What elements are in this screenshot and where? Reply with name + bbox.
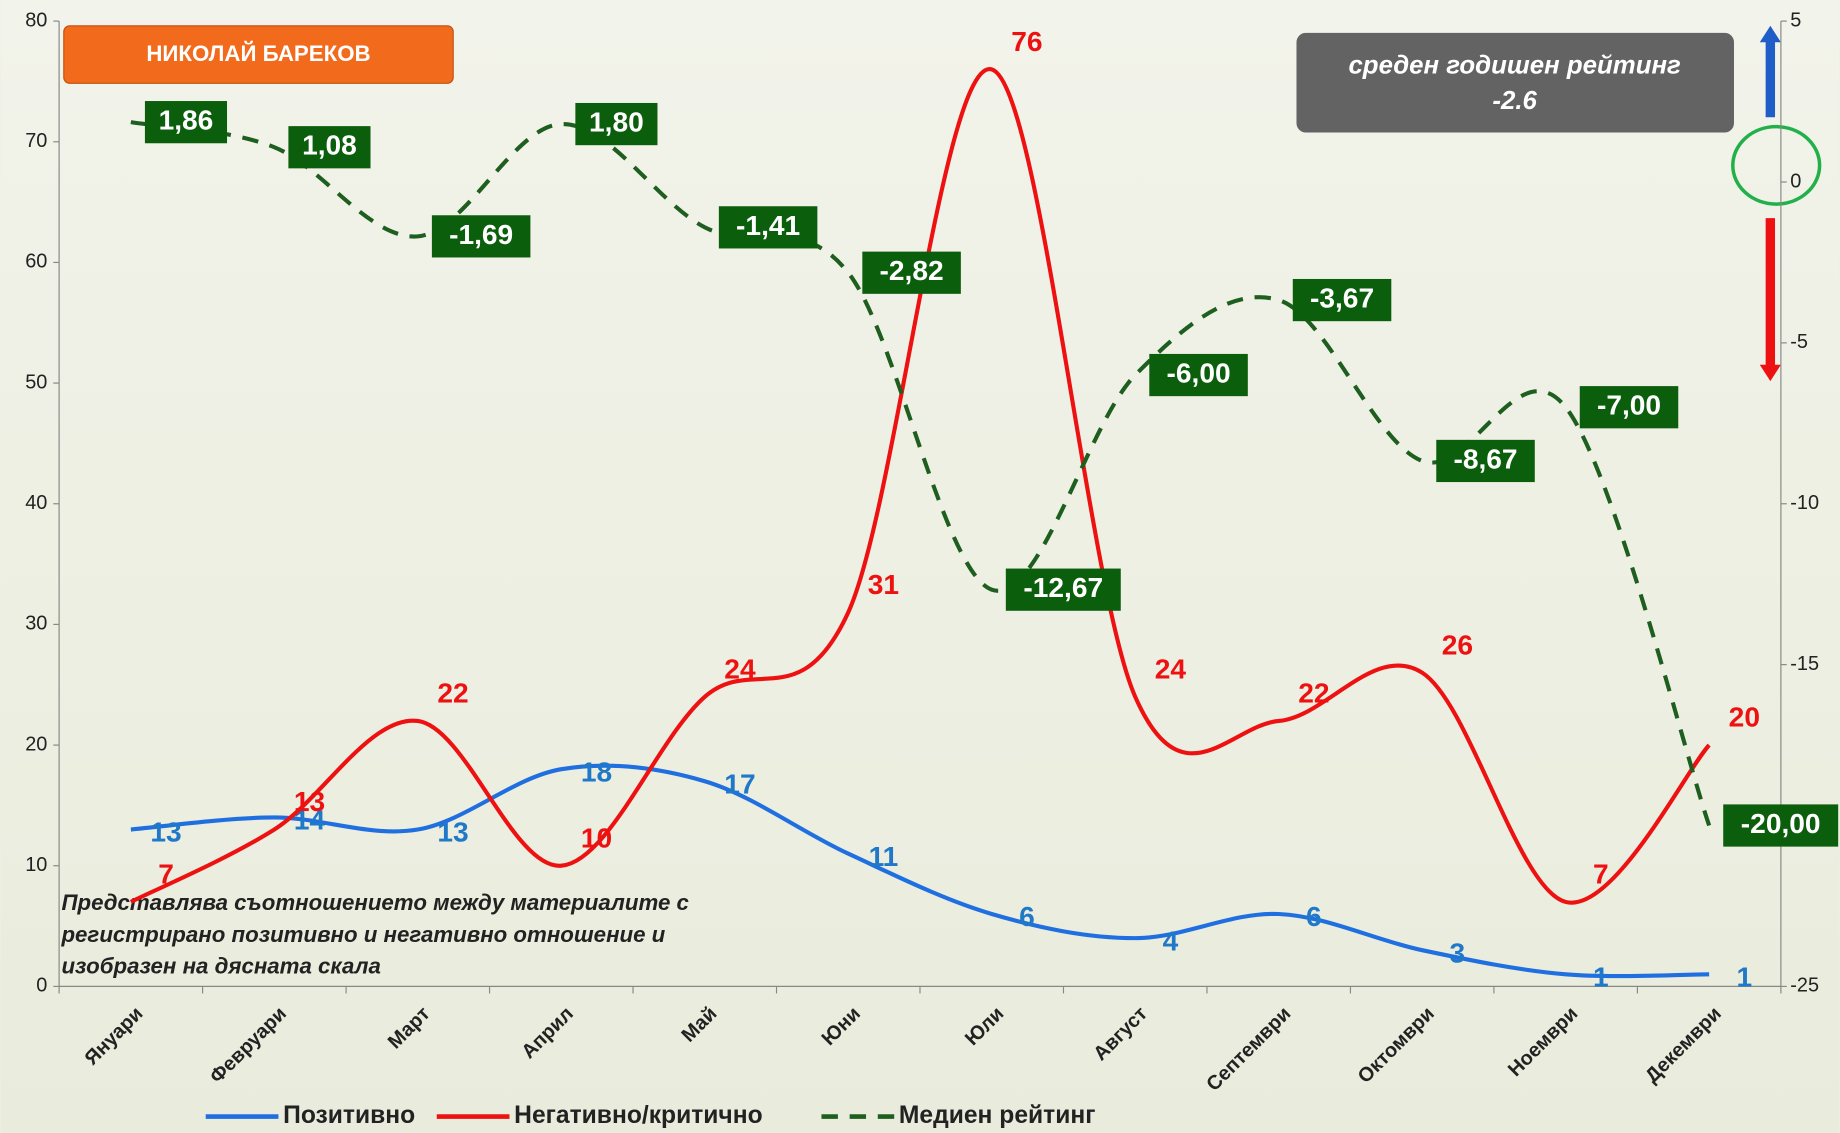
y2-tick-label: -10: [1790, 492, 1819, 514]
data-label: 26: [1442, 629, 1473, 660]
data-label: 1,80: [589, 107, 644, 138]
note-line: регистрирано позитивно и негативно отнош…: [60, 922, 665, 947]
data-label: 13: [150, 817, 181, 848]
series-line: [129, 67, 1711, 905]
chart-title: НИКОЛАЙ БАРЕКОВ: [146, 41, 370, 66]
data-label: 4: [1163, 925, 1179, 956]
title-box: [63, 25, 454, 84]
data-label: 10: [581, 822, 612, 853]
rating-box: [1296, 32, 1734, 133]
data-label: 18: [581, 756, 612, 787]
y-tick-label: 10: [25, 854, 47, 876]
data-label-box: [1436, 439, 1535, 483]
y-tick-label: 80: [25, 9, 47, 31]
legend-label: Негативно/критично: [514, 1102, 762, 1129]
data-label-box: [431, 215, 531, 258]
data-label: 7: [158, 859, 174, 890]
data-label: -3,67: [1310, 283, 1374, 314]
data-label: 31: [868, 569, 899, 600]
data-label-box: [1723, 804, 1839, 847]
note-line: Представлява съотношението между материа…: [61, 890, 689, 915]
data-label-box: [288, 126, 371, 169]
data-label: 24: [724, 653, 756, 684]
data-label: 6: [1306, 901, 1322, 932]
up-arrow: [1759, 25, 1781, 118]
y2-tick-label: -5: [1790, 331, 1808, 353]
series-line: [130, 763, 1710, 979]
data-label: 24: [1155, 653, 1187, 684]
data-label-box: [1149, 353, 1248, 397]
y-tick-label: 50: [25, 371, 47, 393]
data-label-box: [1292, 278, 1392, 322]
legend-label: Медиен рейтинг: [899, 1102, 1096, 1129]
y-tick-label: 70: [25, 130, 47, 152]
data-label: 1,86: [159, 105, 214, 136]
data-label: 3: [1450, 937, 1466, 968]
y-tick-label: 30: [25, 613, 47, 635]
y2-tick-label: 5: [1790, 9, 1801, 31]
data-label: 6: [1019, 901, 1035, 932]
data-label: -6,00: [1167, 357, 1231, 388]
y-tick-label: 60: [25, 251, 47, 273]
legend-label: Позитивно: [283, 1102, 415, 1129]
data-label: -7,00: [1597, 390, 1661, 421]
data-label: 20: [1729, 702, 1760, 733]
data-label-box: [1579, 386, 1679, 429]
data-label-box: [575, 102, 658, 146]
data-label-box: [144, 101, 228, 144]
y-tick-label: 20: [25, 733, 47, 755]
rating-value: -2.6: [1492, 87, 1537, 115]
data-label-box: [718, 206, 818, 249]
data-label: -1,41: [736, 210, 800, 241]
data-label: -2,82: [880, 255, 944, 286]
zero-circle: [1731, 124, 1822, 206]
y2-tick-label: -25: [1790, 975, 1819, 997]
data-label: 7: [1593, 859, 1609, 890]
y-tick-label: 0: [36, 975, 47, 997]
data-label: 22: [437, 678, 468, 709]
data-label: 76: [1011, 26, 1042, 57]
data-label: 22: [1298, 678, 1329, 709]
data-label: -12,67: [1023, 572, 1103, 603]
data-label: 1: [1593, 961, 1609, 992]
data-label: 1,08: [302, 130, 357, 161]
data-label-box: [1005, 568, 1121, 611]
down-arrow: [1759, 218, 1781, 382]
y2-tick-label: 0: [1790, 170, 1801, 192]
data-label: 17: [724, 768, 755, 799]
data-label: -1,69: [449, 219, 513, 250]
y2-tick-label: -15: [1790, 653, 1819, 675]
y-tick-label: 40: [25, 492, 47, 514]
data-label: -20,00: [1741, 808, 1821, 839]
data-label: 11: [869, 841, 899, 872]
note-line: изобразен на дясната скала: [61, 954, 380, 979]
data-label: 13: [294, 786, 325, 817]
data-label: 1: [1737, 961, 1753, 992]
data-label: -8,67: [1453, 443, 1517, 474]
data-label: 13: [437, 817, 468, 848]
rating-label: среден годишен рейтинг: [1348, 52, 1680, 80]
data-label-box: [862, 251, 961, 294]
